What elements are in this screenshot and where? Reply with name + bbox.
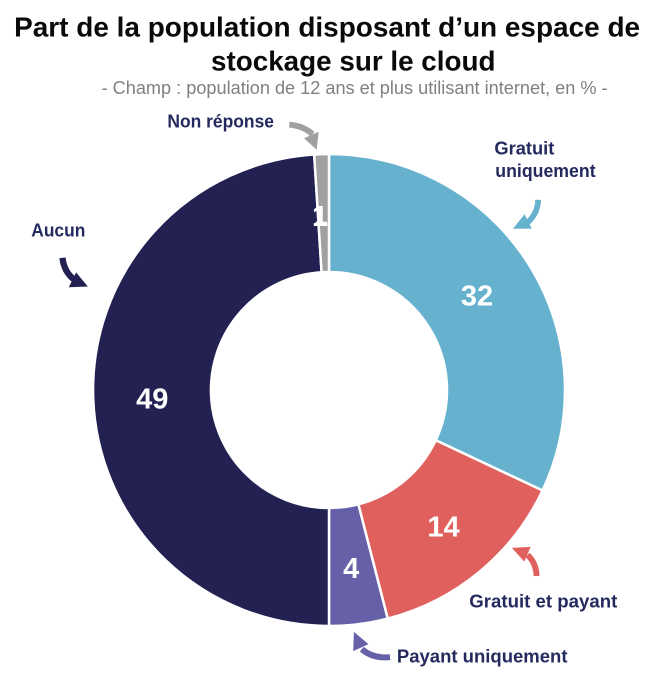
svg-text:4: 4 (343, 553, 359, 585)
svg-text:32: 32 (461, 281, 493, 313)
svg-text:Gratuit: Gratuit (494, 139, 554, 159)
svg-text:1: 1 (312, 201, 328, 233)
svg-text:Gratuit et payant: Gratuit et payant (469, 592, 617, 612)
svg-text:stockage sur le cloud: stockage sur le cloud (211, 44, 496, 76)
svg-text:14: 14 (427, 511, 459, 543)
svg-text:Part de la population disposan: Part de la population disposant d’un esp… (14, 11, 640, 43)
svg-text:Aucun: Aucun (31, 221, 85, 241)
svg-text:Non réponse: Non réponse (167, 112, 274, 132)
svg-text:uniquement: uniquement (495, 161, 595, 181)
svg-text:- Champ : population de 12 ans: - Champ : population de 12 ans et plus u… (102, 78, 608, 98)
svg-text:Payant uniquement: Payant uniquement (397, 646, 568, 666)
svg-text:49: 49 (136, 384, 168, 416)
